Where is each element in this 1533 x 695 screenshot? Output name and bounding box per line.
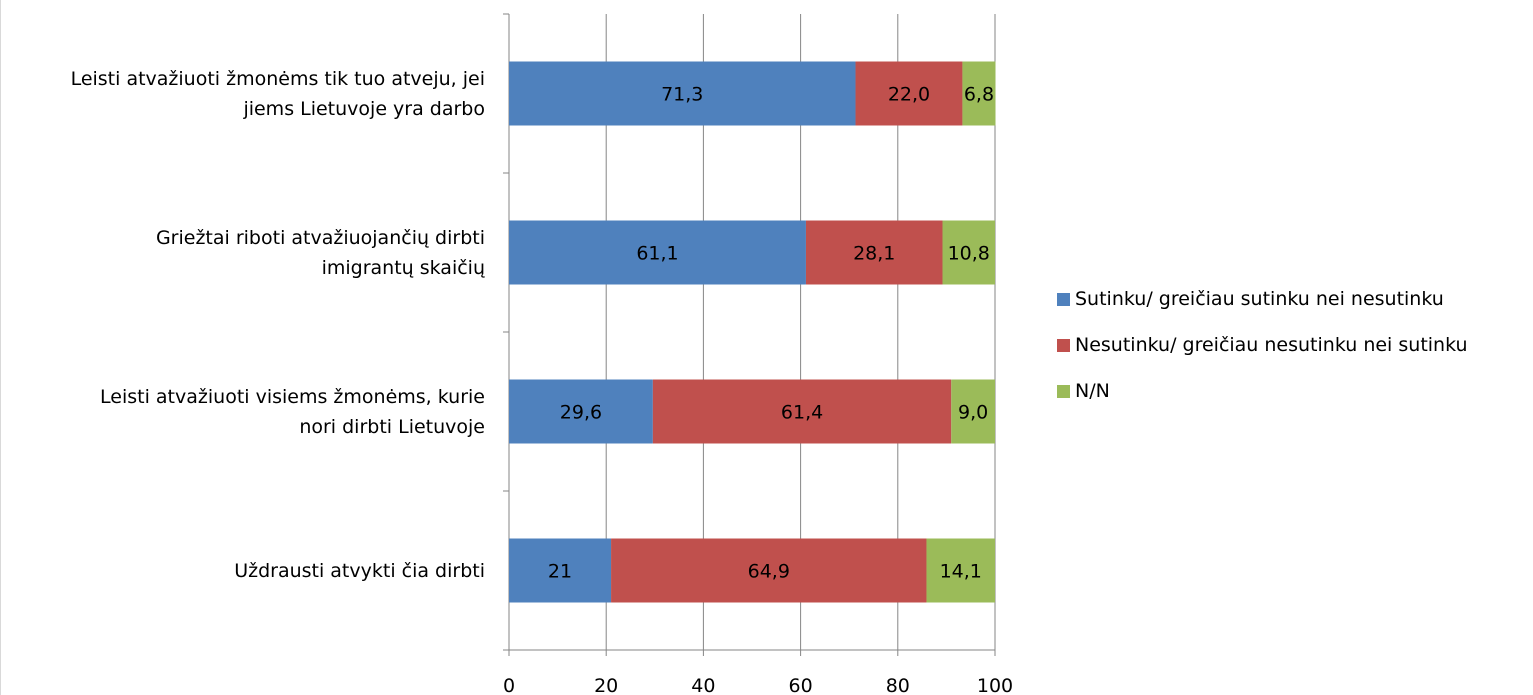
bar-agree-3 (509, 379, 653, 444)
data-label-nn-3: 9,0 (958, 402, 988, 424)
category-label-2: Griežtai riboti atvažiuojančių dirbti im… (155, 226, 485, 279)
category-label-1: Leisti atvažiuoti žmonėms tik tuo atveju… (70, 67, 485, 120)
category-label-4: Uždrausti atvykti čia dirbti (234, 559, 485, 582)
data-label-disagree-2: 28,1 (853, 243, 895, 265)
bar-disagree-1 (855, 61, 963, 126)
legend-label-disagree: Nesutinku/ greičiau nesutinku nei sutink… (1075, 334, 1468, 356)
data-label-agree-3: 29,6 (560, 402, 602, 424)
bar-nn-1 (962, 61, 996, 126)
bar-agree-2 (509, 220, 806, 285)
data-label-nn-4: 14,1 (940, 561, 982, 583)
bar-agree-4 (509, 538, 612, 603)
legend-label-nn: N/N (1075, 380, 1110, 402)
legend-item-agree: Sutinku/ greičiau sutinku nei nesutinku (1057, 288, 1468, 310)
x-tick-label-100: 100 (977, 675, 1013, 695)
legend-label-agree: Sutinku/ greičiau sutinku nei nesutinku (1075, 288, 1444, 310)
category-label-3: Leisti atvažiuoti visiems žmonėms, kurie… (100, 385, 485, 438)
legend-swatch-agree (1057, 292, 1070, 306)
bar-nn-4 (926, 538, 995, 603)
legend-swatch-nn (1057, 384, 1070, 398)
bar-disagree-2 (805, 220, 943, 285)
x-tick-label-80: 80 (886, 675, 910, 695)
x-tick-label-40: 40 (691, 675, 715, 695)
legend-item-nn: N/N (1057, 380, 1468, 402)
data-label-agree-1: 71,3 (661, 84, 703, 106)
data-label-disagree-3: 61,4 (781, 402, 823, 424)
bar-agree-1 (509, 61, 856, 126)
legend-item-disagree: Nesutinku/ greičiau nesutinku nei sutink… (1057, 334, 1468, 356)
data-label-disagree-1: 22,0 (888, 84, 930, 106)
legend: Sutinku/ greičiau sutinku nei nesutinku … (1057, 288, 1468, 426)
x-tick-label-0: 0 (503, 675, 515, 695)
x-tick-label-60: 60 (789, 675, 813, 695)
bar-disagree-4 (611, 538, 927, 603)
data-label-disagree-4: 64,9 (748, 561, 790, 583)
data-label-agree-4: 21 (548, 561, 572, 583)
data-label-nn-1: 6,8 (964, 84, 994, 106)
bar-disagree-3 (652, 379, 952, 444)
legend-swatch-disagree (1057, 338, 1070, 352)
data-label-agree-2: 61,1 (636, 243, 678, 265)
data-label-nn-2: 10,8 (948, 243, 990, 265)
bar-nn-2 (942, 220, 995, 285)
x-tick-label-20: 20 (594, 675, 618, 695)
bar-nn-3 (951, 379, 995, 444)
